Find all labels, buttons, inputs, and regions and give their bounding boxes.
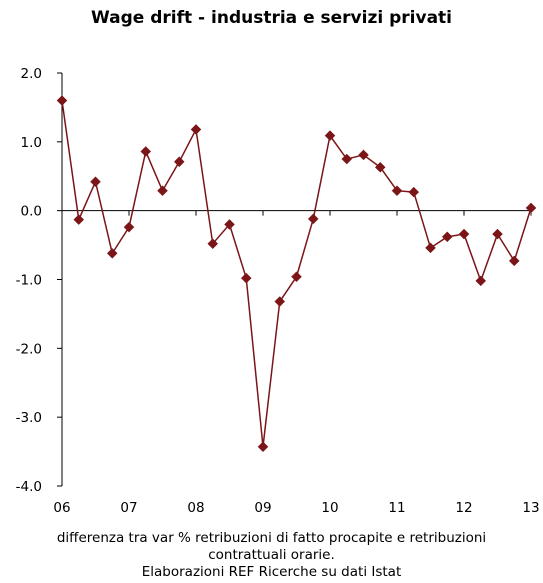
data-point	[408, 186, 420, 198]
data-point	[307, 213, 319, 225]
data-point	[207, 238, 219, 250]
data-point	[140, 146, 152, 157]
x-tick-label: 09	[254, 500, 271, 516]
x-axis-ticks: 06 07 08 09 10 11 12 13	[53, 210, 540, 516]
data-point	[190, 124, 202, 135]
data-point	[90, 176, 101, 188]
y-tick-label: 0.0	[21, 204, 42, 220]
x-tick-label: 08	[187, 500, 204, 516]
x-tick-label: 11	[388, 500, 405, 516]
x-tick-label: 12	[455, 500, 472, 516]
data-point	[157, 185, 168, 197]
data-point	[341, 153, 353, 165]
data-point	[224, 219, 235, 230]
y-tick-label: 1.0	[21, 135, 42, 151]
caption-line-1: differenza tra var % retribuzioni di fat…	[56, 530, 487, 546]
data-point	[274, 296, 286, 307]
x-tick-label: 07	[120, 500, 137, 516]
y-axis-ticks: 2.0 1.0 0.0 -1.0 -2.0 -3.0 -4.0	[16, 66, 62, 495]
data-point	[123, 221, 135, 233]
data-point	[56, 95, 68, 106]
x-tick-label: 13	[522, 500, 539, 516]
data-point	[374, 161, 386, 173]
data-point	[391, 185, 403, 197]
x-tick-label: 10	[321, 500, 338, 516]
data-point	[358, 149, 369, 161]
data-point	[257, 441, 269, 453]
caption-line-2: contrattuali orarie.	[208, 547, 335, 563]
caption-line-3: Elaborazioni REF Ricerche su dati Istat	[141, 564, 402, 580]
data-point	[240, 272, 252, 284]
data-point	[106, 247, 118, 259]
data-point	[73, 214, 85, 225]
data-point	[525, 202, 537, 214]
data-point	[458, 228, 470, 240]
x-tick-label: 06	[53, 500, 70, 516]
chart-title: Wage drift - industria e servizi privati	[91, 8, 452, 28]
series-group	[56, 95, 537, 453]
y-tick-label: -3.0	[16, 410, 42, 426]
data-point	[492, 228, 503, 240]
data-point	[441, 231, 453, 243]
y-tick-label: -1.0	[16, 273, 42, 289]
y-tick-label: -2.0	[16, 341, 42, 357]
data-point	[291, 271, 302, 283]
data-point	[324, 130, 336, 141]
y-tick-label: -4.0	[16, 479, 42, 495]
y-tick-label: 2.0	[21, 66, 42, 82]
line-chart: 2.0 1.0 0.0 -1.0 -2.0 -3.0 -4.0 06 07 08 09 10 11 12…	[16, 66, 540, 516]
data-point	[475, 275, 487, 287]
data-point	[425, 242, 436, 254]
data-point	[508, 255, 520, 267]
data-point	[173, 156, 185, 168]
